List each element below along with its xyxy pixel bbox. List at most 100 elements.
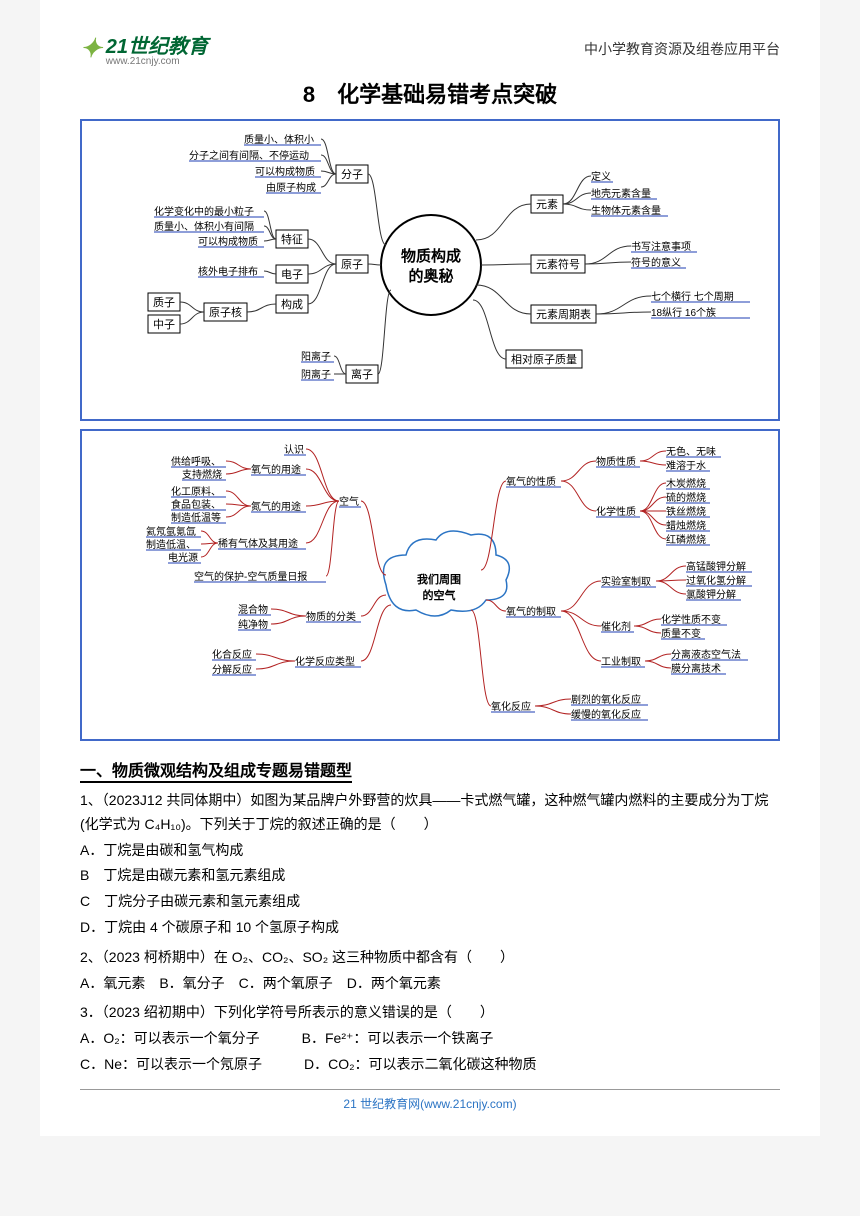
svg-text:电子: 电子 [281, 268, 303, 281]
svg-text:离子: 离子 [351, 367, 373, 381]
svg-text:膜分离技术: 膜分离技术 [671, 662, 721, 675]
svg-text:中子: 中子 [153, 318, 175, 331]
svg-text:分离液态空气法: 分离液态空气法 [671, 648, 741, 661]
question-2-stem: 2、（2023 柯桥期中）在 O₂、CO₂、SO₂ 这三种物质中都含有（ ） [80, 946, 780, 970]
svg-text:支持燃烧: 支持燃烧 [182, 468, 222, 481]
svg-text:元素符号: 元素符号 [536, 258, 580, 271]
document-page: ✦ 21世纪教育 www.21cnjy.com 中小学教育资源及组卷应用平台 8… [40, 0, 820, 1136]
svg-text:电光源: 电光源 [168, 551, 198, 564]
svg-text:阳离子: 阳离子 [301, 350, 331, 363]
mindmap-1-svg: 物质构成的奥秘分子质量小、体积小分子之间有间隔、不停运动可以构成物质由原子构成原… [86, 125, 776, 415]
svg-text:化工原料、: 化工原料、 [171, 485, 221, 498]
logo-brand: 21世纪教育 [106, 36, 208, 58]
svg-text:物质的分类: 物质的分类 [306, 610, 356, 623]
svg-text:的奥秘: 的奥秘 [408, 267, 453, 285]
svg-text:质子: 质子 [153, 296, 175, 309]
svg-text:剧烈的氧化反应: 剧烈的氧化反应 [571, 693, 641, 706]
svg-text:物质性质: 物质性质 [596, 455, 636, 468]
svg-text:化学性质: 化学性质 [596, 505, 636, 518]
svg-text:相对原子质量: 相对原子质量 [511, 352, 577, 366]
svg-text:氦氖氩氪氙: 氦氖氩氪氙 [146, 525, 196, 538]
svg-text:构成: 构成 [281, 297, 303, 311]
question-1-stem: 1、（2023J12 共同体期中）如图为某品牌户外野营的炊具——卡式燃气罐，这种… [80, 789, 780, 837]
section-heading: 一、物质微观结构及组成专题易错题型 [80, 749, 780, 783]
svg-text:认识: 认识 [284, 443, 304, 456]
svg-text:木炭燃烧: 木炭燃烧 [666, 477, 706, 490]
svg-text:催化剂: 催化剂 [601, 620, 631, 633]
question-3-line1: A．O₂：可以表示一个氧分子 B．Fe²⁺：可以表示一个铁离子 [80, 1027, 780, 1051]
svg-text:核外电子排布: 核外电子排布 [198, 265, 258, 278]
page-header: ✦ 21世纪教育 www.21cnjy.com 中小学教育资源及组卷应用平台 [80, 30, 780, 67]
svg-text:元素周期表: 元素周期表 [536, 307, 591, 321]
question-3-stem: 3．（2023 绍初期中）下列化学符号所表示的意义错误的是（ ） [80, 1001, 780, 1025]
svg-text:稀有气体及其用途: 稀有气体及其用途 [218, 537, 298, 550]
svg-text:符号的意义: 符号的意义 [631, 256, 681, 269]
site-logo: ✦ 21世纪教育 www.21cnjy.com [80, 30, 208, 67]
question-3-line2: C．Ne：可以表示一个氖原子 D．CO₂：可以表示二氧化碳这种物质 [80, 1053, 780, 1077]
svg-text:物质构成: 物质构成 [401, 247, 461, 265]
svg-text:可以构成物质: 可以构成物质 [198, 235, 258, 248]
question-1-opt-d: D．丁烷由 4 个碳原子和 10 个氢原子构成 [80, 916, 780, 940]
svg-text:元素: 元素 [536, 198, 558, 211]
header-right-text: 中小学教育资源及组卷应用平台 [584, 39, 780, 59]
svg-text:氮气的用途: 氮气的用途 [251, 500, 301, 513]
page-footer: 21 世纪教育网(www.21cnjy.com) [80, 1089, 780, 1112]
svg-text:的空气: 的空气 [423, 588, 456, 602]
svg-text:蜡烛燃烧: 蜡烛燃烧 [666, 519, 706, 532]
svg-text:化合反应: 化合反应 [212, 648, 252, 661]
svg-text:分子之间有间隔、不停运动: 分子之间有间隔、不停运动 [189, 149, 309, 162]
svg-text:书写注意事项: 书写注意事项 [631, 240, 691, 253]
svg-text:质量小、体积小有间隔: 质量小、体积小有间隔 [154, 220, 254, 233]
svg-text:我们周围: 我们周围 [417, 572, 461, 586]
question-2-options: A．氧元素 B．氧分子 C．两个氧原子 D．两个氧元素 [80, 972, 780, 996]
page-title: 8 化学基础易错考点突破 [80, 77, 780, 109]
svg-text:制造低温、: 制造低温、 [146, 538, 196, 551]
svg-text:由原子构成: 由原子构成 [266, 181, 316, 194]
svg-text:实验室制取: 实验室制取 [601, 575, 651, 588]
svg-text:质量小、体积小: 质量小、体积小 [244, 134, 314, 146]
svg-text:生物体元素含量: 生物体元素含量 [591, 204, 661, 217]
svg-text:供给呼吸、: 供给呼吸、 [171, 455, 221, 468]
svg-text:红磷燃烧: 红磷燃烧 [666, 533, 706, 546]
svg-text:质量不变: 质量不变 [661, 627, 701, 640]
question-1-opt-c: C 丁烷分子由碳元素和氢元素组成 [80, 890, 780, 914]
svg-text:化学变化中的最小粒子: 化学变化中的最小粒子 [154, 205, 254, 218]
svg-text:难溶于水: 难溶于水 [666, 459, 706, 472]
svg-text:氧化反应: 氧化反应 [491, 700, 531, 713]
logo-text-wrap: 21世纪教育 www.21cnjy.com [106, 30, 208, 67]
svg-text:七个横行 七个周期: 七个横行 七个周期 [651, 290, 734, 303]
svg-text:阴离子: 阴离子 [301, 368, 331, 381]
svg-text:硫的燃烧: 硫的燃烧 [666, 491, 706, 504]
svg-text:可以构成物质: 可以构成物质 [255, 165, 315, 178]
svg-text:制造低温等: 制造低温等 [171, 511, 221, 524]
question-1-opt-a: A．丁烷是由碳和氢气构成 [80, 839, 780, 863]
svg-text:纯净物: 纯净物 [238, 618, 268, 631]
mindmap-1-container: 物质构成的奥秘分子质量小、体积小分子之间有间隔、不停运动可以构成物质由原子构成原… [80, 119, 780, 421]
svg-text:高锰酸钾分解: 高锰酸钾分解 [686, 560, 746, 573]
svg-text:工业制取: 工业制取 [601, 655, 641, 668]
svg-text:铁丝燃烧: 铁丝燃烧 [666, 505, 706, 518]
svg-text:空气的保护-空气质量日报: 空气的保护-空气质量日报 [194, 570, 307, 583]
svg-text:地壳元素含量: 地壳元素含量 [591, 187, 651, 200]
mindmap-2-svg: 我们周围的空气 空气 认识氧气的用途 供给呼吸、支持燃烧氮气的用途 化工原料、食品包装、… [86, 435, 776, 735]
svg-text:化学反应类型: 化学反应类型 [295, 655, 355, 668]
svg-text:无色、无味: 无色、无味 [666, 445, 716, 458]
svg-text:氧气的制取: 氧气的制取 [506, 605, 556, 618]
svg-text:18纵行 16个族: 18纵行 16个族 [651, 306, 716, 319]
svg-text:分解反应: 分解反应 [212, 663, 252, 676]
svg-text:化学性质不变: 化学性质不变 [661, 613, 721, 626]
svg-text:氧气的性质: 氧气的性质 [506, 475, 556, 488]
svg-text:定义: 定义 [591, 170, 611, 183]
svg-text:特征: 特征 [281, 232, 303, 246]
svg-text:过氧化氢分解: 过氧化氢分解 [686, 574, 746, 587]
svg-text:缓慢的氧化反应: 缓慢的氧化反应 [571, 708, 641, 721]
svg-text:混合物: 混合物 [238, 603, 268, 616]
svg-text:分子: 分子 [341, 168, 363, 181]
mindmap-2-container: 我们周围的空气 空气 认识氧气的用途 供给呼吸、支持燃烧氮气的用途 化工原料、食品包装、… [80, 429, 780, 741]
svg-text:原子核: 原子核 [209, 305, 242, 319]
question-1-opt-b: B 丁烷是由碳元素和氢元素组成 [80, 864, 780, 888]
svg-text:氧气的用途: 氧气的用途 [251, 463, 301, 476]
svg-text:氯酸钾分解: 氯酸钾分解 [686, 588, 736, 601]
svg-text:食品包装、: 食品包装、 [171, 498, 221, 511]
svg-text:空气: 空气 [339, 495, 359, 508]
